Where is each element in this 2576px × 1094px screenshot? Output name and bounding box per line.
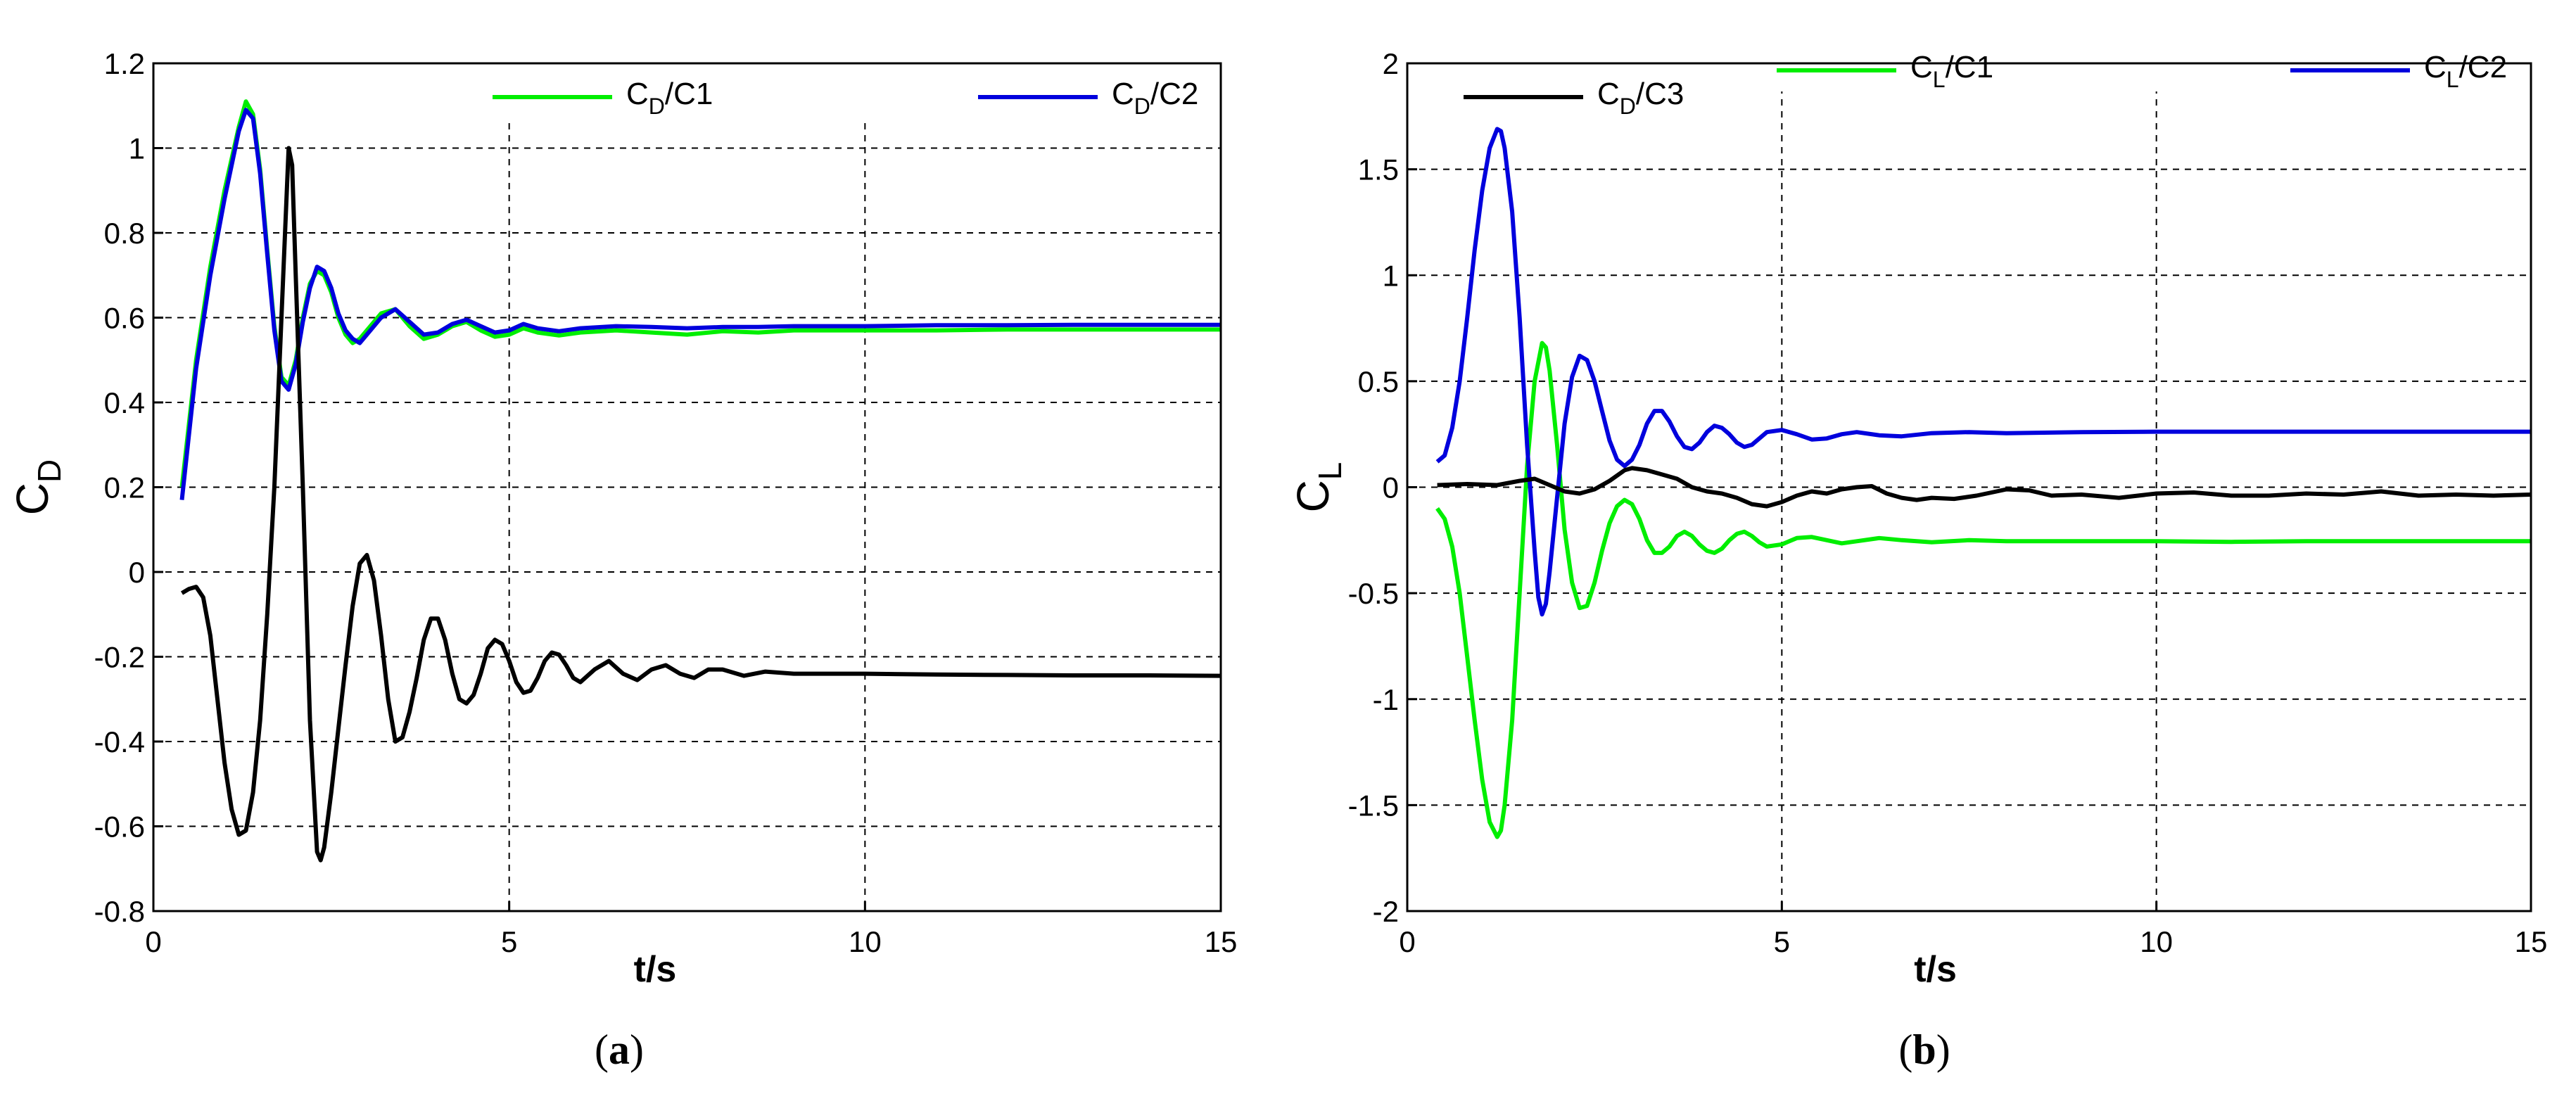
y-axis-label: CD [7,459,68,515]
axis-ticks: -0.8 -0.6 -0.4 -0.2 0 0.2 0.4 0.6 0.8 1 1.2 0 5 10 15 [94,47,1238,958]
y-tick-label: 0.6 [104,302,145,335]
y-tick-label: 0.5 [1358,365,1399,398]
y-tick-label: 2 [1383,47,1399,80]
legend-entry-2: CD/C2 [1112,77,1198,119]
legend-entry-3: CD/C3 [1597,77,1684,119]
y-tick-label: 0.2 [104,471,145,504]
series-line-3 [180,146,1222,863]
chart-panel-a: CD/C1 CD/C2 CD/C3 -0.8 -0.6 -0.4 -0.2 0 0.2 0.4 0.… [7,47,1684,1073]
x-tick-label: 15 [2515,925,2548,958]
y-tick-label: -0.4 [94,725,145,758]
x-axis-label: t/s [1914,949,1957,990]
series-line-2 [179,108,1221,500]
y-tick-label: 0.4 [104,386,145,419]
axis-ticks: -2 -1.5 -1 -0.5 0 0.5 1 1.5 2 0 5 10 15 [1348,47,2548,958]
series-line-3 [1437,466,2532,509]
x-tick-label: 5 [501,925,517,958]
legend-entry-1: CL/C1 [1910,50,1993,92]
y-tick-label: 0 [1383,471,1399,504]
grid [1407,63,2531,911]
y-axis-label: CL [1288,462,1348,513]
legend-entry-1: CD/C1 [626,77,713,119]
panel-caption: (b) [1898,1026,1950,1073]
x-tick-label: 5 [1774,925,1790,958]
x-tick-label: 0 [1399,925,1415,958]
chart-panel-b: CL/C1CL/C2CL/C3-2-1.5-1-0.500.511.520510… [1288,35,2548,1073]
grid [153,63,1221,911]
series-line-1 [179,99,1221,488]
y-tick-label: 1 [129,132,145,165]
y-tick-label: -0.8 [94,895,145,928]
y-tick-label: -1 [1373,683,1399,716]
y-tick-label: -0.5 [1348,577,1399,610]
legend-entry-2: CL/C2 [2424,50,2507,92]
panel-caption: (a) [595,1026,644,1073]
legend: CD/C1 CD/C2 CD/C3 [478,62,1684,119]
x-tick-label: 0 [145,925,161,958]
x-axis-label: t/s [634,949,677,990]
y-tick-label: 0 [129,556,145,589]
y-tick-label: -0.2 [94,641,145,674]
y-tick-label: -2 [1373,895,1399,928]
series-line-2 [1435,127,2531,617]
legend-background [478,62,1219,118]
y-tick-label: -1.5 [1348,789,1399,822]
series-line-1 [1435,341,2531,839]
y-tick-label: 1 [1383,259,1399,292]
x-tick-label: 10 [849,925,882,958]
x-tick-label: 15 [1205,925,1238,958]
y-tick-label: 0.8 [104,217,145,250]
x-tick-label: 10 [2140,925,2173,958]
y-tick-label: 1.5 [1358,153,1399,186]
y-tick-label: 1.2 [104,47,145,80]
y-tick-label: -0.6 [94,810,145,844]
